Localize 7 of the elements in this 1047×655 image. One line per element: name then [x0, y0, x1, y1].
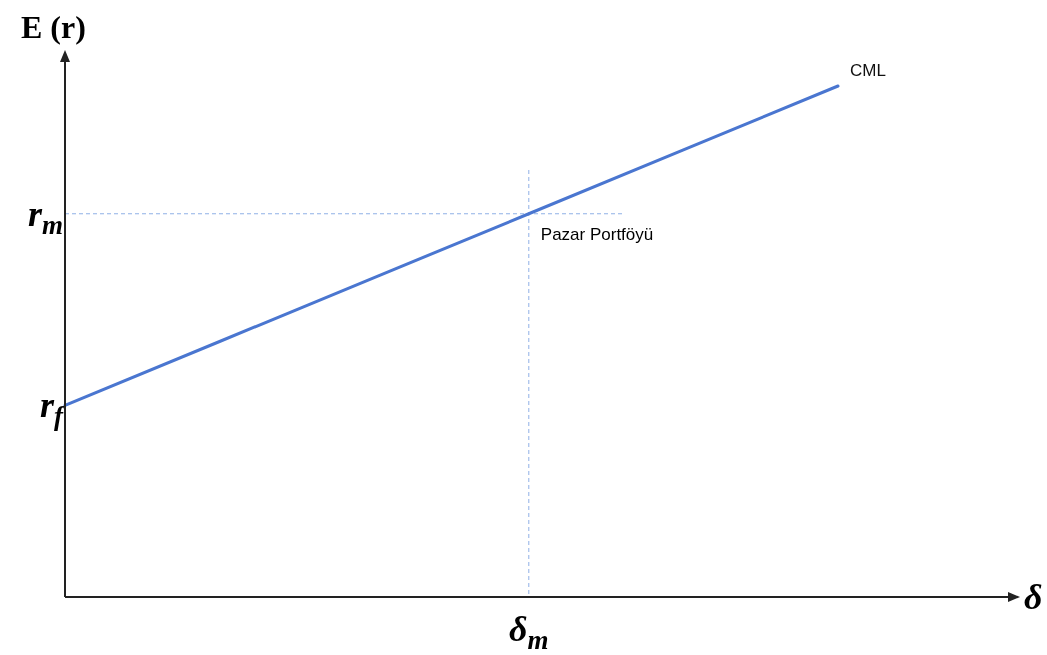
ref-line-label: r$_{m}$: [27, 193, 63, 240]
annotation: Pazar Portföyü: [540, 224, 654, 244]
text: δ$_{m}$: [509, 609, 549, 655]
text: r$_{f}$: [39, 385, 66, 432]
x-axis-title: δ: [1024, 577, 1043, 617]
y-axis-title: E (r): [21, 9, 86, 45]
series-label: CML: [850, 61, 886, 80]
